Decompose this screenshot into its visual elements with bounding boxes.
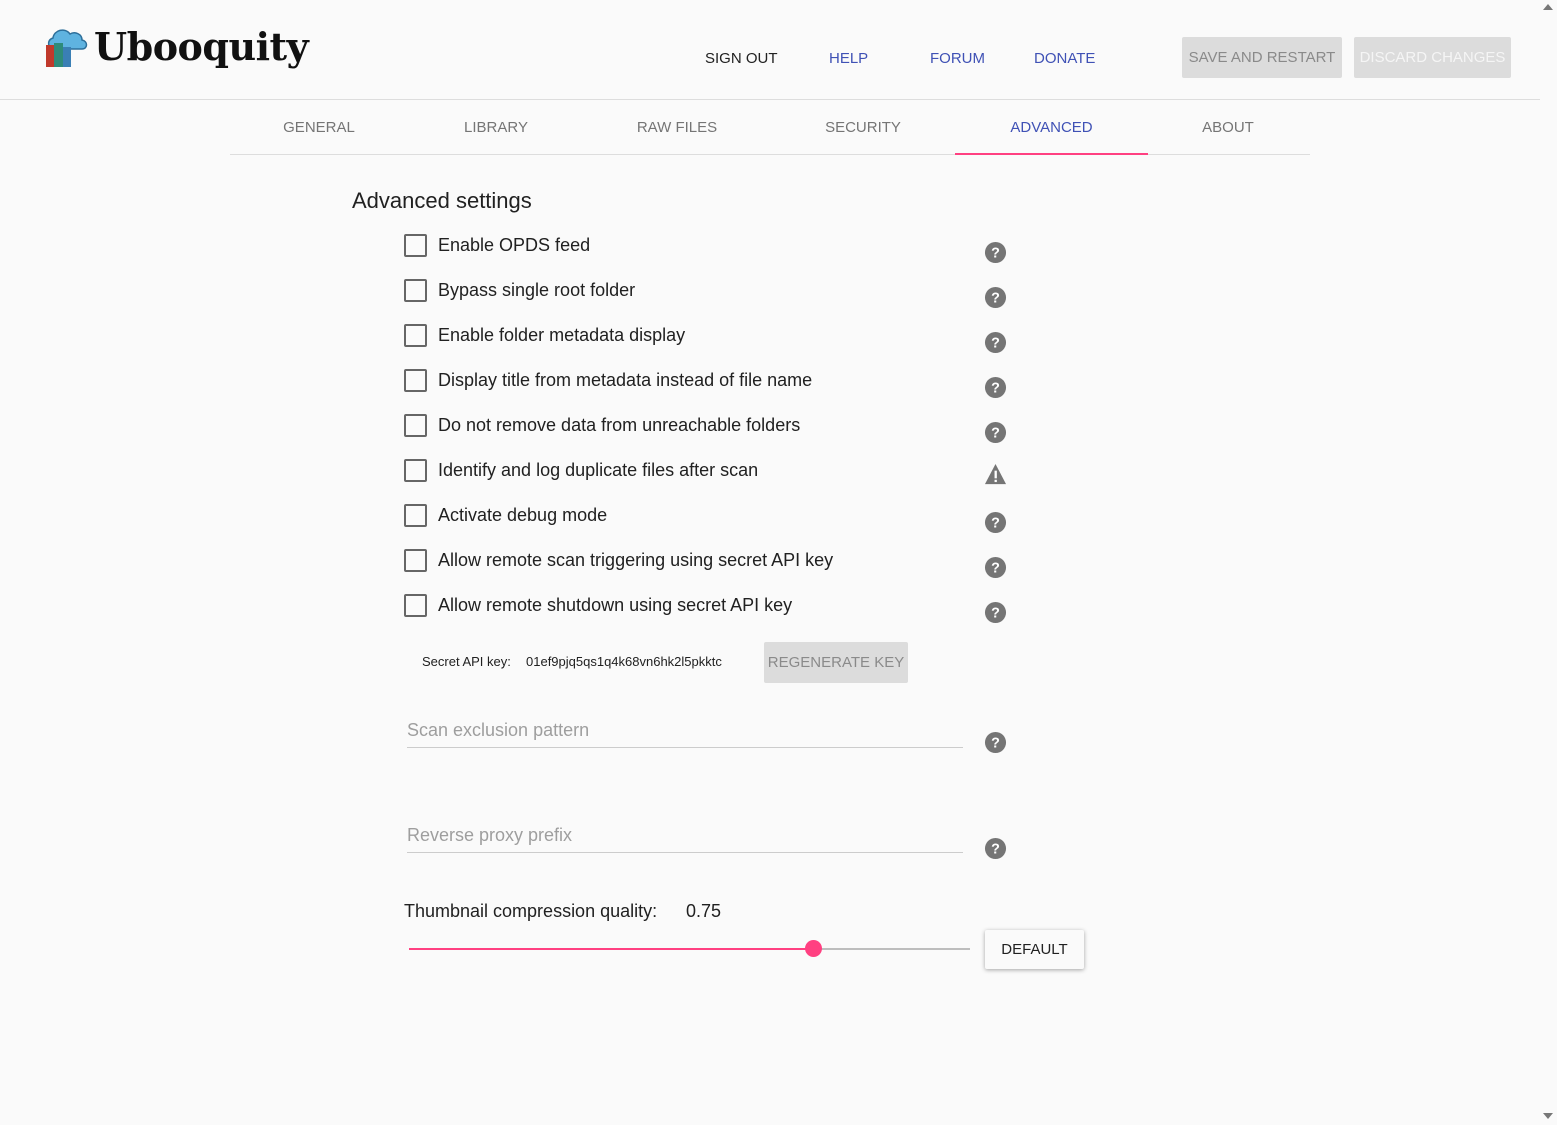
slider-fill xyxy=(409,948,813,950)
app-title: Ubooquity xyxy=(94,24,309,69)
scan-exclusion-input[interactable]: Scan exclusion pattern xyxy=(407,720,963,748)
svg-text:?: ? xyxy=(991,735,1000,751)
checkbox[interactable] xyxy=(404,368,427,392)
thumbnail-quality-value: 0.75 xyxy=(686,901,722,921)
header: Ubooquity SIGN OUT HELP FORUM DONATE SAV… xyxy=(0,0,1540,100)
thumbnail-quality-slider[interactable] xyxy=(409,940,970,957)
checkbox[interactable] xyxy=(404,503,427,527)
checkbox[interactable] xyxy=(404,413,427,437)
save-and-restart-button[interactable]: SAVE AND RESTART xyxy=(1182,37,1342,78)
logo-cloud-books-icon xyxy=(46,28,88,67)
api-key-value: 01ef9pjq5qs1q4k68vn6hk2l5pkktc xyxy=(526,654,722,669)
svg-text:?: ? xyxy=(991,245,1000,261)
option-label: Enable folder metadata display xyxy=(438,324,686,345)
sign-out-link[interactable]: SIGN OUT xyxy=(705,50,778,67)
tab-library[interactable]: LIBRARY xyxy=(464,119,528,136)
svg-text:?: ? xyxy=(991,380,1000,396)
tab-raw-files[interactable]: RAW FILES xyxy=(636,119,718,136)
help-icon[interactable]: ? xyxy=(984,837,1007,860)
tab-security[interactable]: SECURITY xyxy=(825,119,901,136)
checkbox[interactable] xyxy=(404,548,427,572)
svg-text:?: ? xyxy=(991,560,1000,576)
option-label: Display title from metadata instead of f… xyxy=(438,369,813,390)
scrollbar[interactable] xyxy=(1540,0,1557,1125)
scroll-down-arrow-icon[interactable] xyxy=(1543,1113,1553,1119)
svg-text:?: ? xyxy=(991,290,1000,306)
checkbox[interactable] xyxy=(404,458,427,482)
option-label: Activate debug mode xyxy=(438,504,608,525)
svg-text:?: ? xyxy=(991,335,1000,351)
svg-text:?: ? xyxy=(991,515,1000,531)
svg-text:?: ? xyxy=(991,425,1000,441)
help-icon[interactable]: ? xyxy=(984,421,1007,444)
warning-icon[interactable] xyxy=(982,463,1009,486)
svg-text:?: ? xyxy=(991,605,1000,621)
option-row[interactable]: Activate debug mode xyxy=(404,503,607,527)
option-row[interactable]: Identify and log duplicate files after s… xyxy=(404,458,758,482)
option-row[interactable]: Do not remove data from unreachable fold… xyxy=(404,413,800,437)
option-row[interactable]: Enable OPDS feed xyxy=(404,233,590,257)
forum-link[interactable]: FORUM xyxy=(930,50,985,67)
tab-about[interactable]: ABOUT xyxy=(1202,119,1254,136)
help-icon[interactable]: ? xyxy=(984,376,1007,399)
help-icon[interactable]: ? xyxy=(984,286,1007,309)
scroll-up-arrow-icon[interactable] xyxy=(1543,4,1553,10)
option-row[interactable]: Allow remote shutdown using secret API k… xyxy=(404,593,792,617)
option-label: Allow remote shutdown using secret API k… xyxy=(438,594,793,615)
slider-thumb[interactable] xyxy=(804,940,822,957)
svg-text:?: ? xyxy=(991,841,1000,857)
tab-advanced[interactable]: ADVANCED xyxy=(955,100,1148,155)
checkbox[interactable] xyxy=(404,593,427,617)
help-icon[interactable]: ? xyxy=(984,731,1007,754)
option-label: Allow remote scan triggering using secre… xyxy=(438,549,834,570)
checkbox[interactable] xyxy=(404,278,427,302)
option-row[interactable]: Display title from metadata instead of f… xyxy=(404,368,812,392)
default-button[interactable]: DEFAULT xyxy=(985,930,1084,969)
checkbox[interactable] xyxy=(404,323,427,347)
option-label: Identify and log duplicate files after s… xyxy=(438,459,759,480)
help-link[interactable]: HELP xyxy=(829,50,869,67)
checkbox[interactable] xyxy=(404,233,427,257)
section-title: Advanced settings xyxy=(352,188,532,213)
tab-general[interactable]: GENERAL xyxy=(283,119,355,136)
help-icon[interactable]: ? xyxy=(984,601,1007,624)
option-label: Enable OPDS feed xyxy=(438,234,591,255)
help-icon[interactable]: ? xyxy=(984,556,1007,579)
regenerate-key-button[interactable]: REGENERATE KEY xyxy=(764,642,908,683)
option-row[interactable]: Bypass single root folder xyxy=(404,278,635,302)
option-label: Do not remove data from unreachable fold… xyxy=(438,414,801,435)
reverse-proxy-input[interactable]: Reverse proxy prefix xyxy=(407,825,963,853)
logo[interactable]: Ubooquity xyxy=(44,24,309,69)
donate-link[interactable]: DONATE xyxy=(1034,50,1096,67)
option-label: Bypass single root folder xyxy=(438,279,636,300)
option-row[interactable]: Enable folder metadata display xyxy=(404,323,685,347)
help-icon[interactable]: ? xyxy=(984,331,1007,354)
option-row[interactable]: Allow remote scan triggering using secre… xyxy=(404,548,833,572)
settings-tabs: GENERAL LIBRARY RAW FILES SECURITY ADVAN… xyxy=(230,100,1310,155)
help-icon[interactable]: ? xyxy=(984,511,1007,534)
thumbnail-quality-label: Thumbnail compression quality: xyxy=(404,901,658,921)
help-icon[interactable]: ? xyxy=(984,241,1007,264)
discard-changes-button[interactable]: DISCARD CHANGES xyxy=(1354,37,1511,78)
api-key-label: Secret API key: xyxy=(422,654,511,669)
